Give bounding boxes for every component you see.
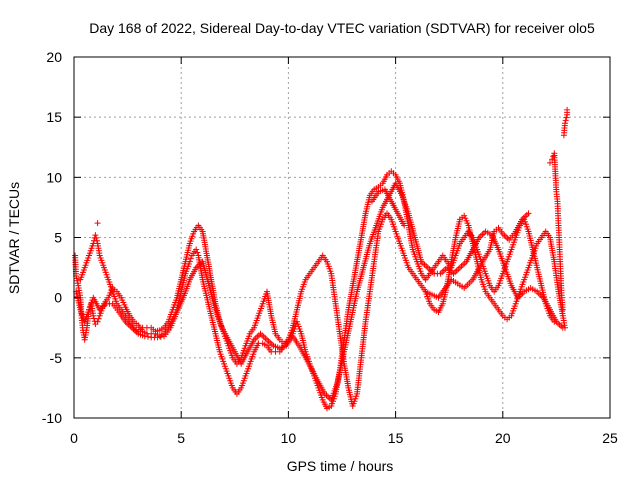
- x-tick-label: 15: [388, 430, 404, 446]
- y-tick-label: -10: [42, 410, 62, 426]
- y-tick-label: -5: [50, 350, 63, 366]
- y-tick-label: 15: [46, 109, 62, 125]
- y-tick-label: 5: [54, 230, 62, 246]
- data-point: [562, 117, 569, 124]
- data-point: [562, 120, 568, 127]
- data-point: [563, 114, 570, 121]
- grid-lines: [74, 57, 610, 418]
- data-point: [157, 333, 164, 340]
- data-point: [92, 232, 99, 239]
- x-tick-label: 25: [602, 430, 618, 446]
- data-point: [145, 333, 151, 340]
- data-point: [93, 237, 100, 244]
- y-tick-label: 10: [46, 169, 62, 185]
- data-point: [95, 315, 102, 322]
- data-point: [187, 255, 194, 262]
- chart-title: Day 168 of 2022, Sidereal Day-to-day VTE…: [89, 20, 595, 36]
- x-tick-label: 5: [177, 430, 185, 446]
- data-point: [401, 222, 408, 229]
- y-tick-labels: -10 -5 0 5 10 15 20: [42, 49, 62, 426]
- data-point: [90, 312, 97, 319]
- y-tick-label: 20: [46, 49, 62, 65]
- x-tick-label: 20: [495, 430, 511, 446]
- data-point: [93, 234, 100, 241]
- y-axis-title: SDTVAR / TECUs: [6, 182, 22, 294]
- y-tick-label: 0: [54, 290, 62, 306]
- data-point: [154, 334, 161, 341]
- axis-ticks: [73, 56, 611, 419]
- data-point: [94, 318, 101, 325]
- series-layer: [72, 106, 571, 412]
- data-point: [525, 210, 532, 217]
- data-point: [194, 249, 201, 256]
- data-point: [564, 106, 571, 113]
- x-tick-labels: 0 5 10 15 20 25: [70, 430, 618, 446]
- data-point: [547, 159, 553, 166]
- x-tick-label: 10: [281, 430, 297, 446]
- x-axis-title: GPS time / hours: [287, 458, 394, 474]
- data-point: [559, 306, 566, 313]
- data-point: [94, 220, 101, 227]
- series-trace-d: [94, 106, 571, 313]
- data-point: [193, 246, 200, 253]
- data-point: [141, 333, 148, 340]
- x-tick-label: 0: [70, 430, 78, 446]
- data-point: [559, 324, 566, 331]
